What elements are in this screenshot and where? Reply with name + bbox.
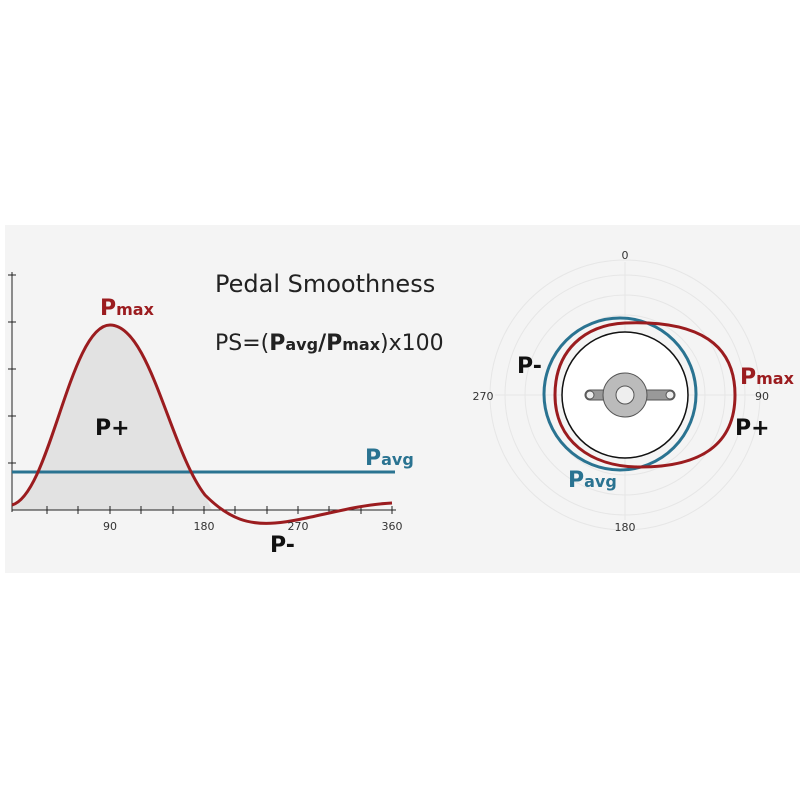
pplus-label: P+ <box>95 416 130 441</box>
angle-label: 180 <box>615 521 636 534</box>
angle-label: 90 <box>755 390 769 403</box>
left-chart: 90 180 270 360 Pmax P+ P- Pavg <box>8 272 414 558</box>
pavg-label: Pavg <box>365 446 414 471</box>
area <box>12 325 212 510</box>
pminus-label: P- <box>517 354 542 379</box>
angle-label: 0 <box>622 249 629 262</box>
x-label: 90 <box>103 520 117 533</box>
avg-circle <box>542 316 698 472</box>
power-shape <box>553 321 737 469</box>
crankset <box>584 372 676 418</box>
polar-chart: 0 90 180 270 Pmax P+ P- Pavg <box>473 249 795 534</box>
title: Pedal Smoothness <box>215 270 435 298</box>
power-curve <box>11 323 393 525</box>
x-label: 360 <box>382 520 403 533</box>
pminus-label: P- <box>270 533 295 558</box>
y-ticks <box>8 274 393 514</box>
angle-label: 270 <box>473 390 494 403</box>
formula: PS=(Pavg/Pmax)x100 <box>215 331 444 356</box>
x-label: 270 <box>288 520 309 533</box>
pplus-label: P+ <box>735 416 770 441</box>
x-label: 180 <box>194 520 215 533</box>
pmax-label: Pmax <box>100 296 155 321</box>
pmax-label: Pmax <box>740 365 795 390</box>
pavg-label: Pavg <box>568 468 617 493</box>
